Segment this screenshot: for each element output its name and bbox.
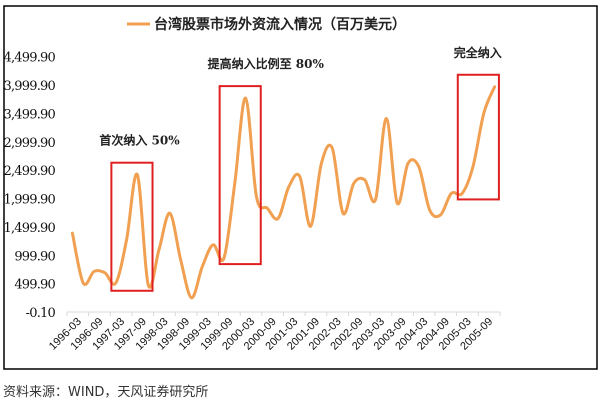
y-tick-label: 3,499.90 xyxy=(4,107,56,122)
source-note: 资料来源：WIND，天风证券研究所 xyxy=(3,385,209,400)
annotation-label: 提高纳入比例至 80% xyxy=(208,56,325,71)
y-tick-label: 499.90 xyxy=(14,278,55,293)
y-tick-label: 1,999.90 xyxy=(4,193,56,208)
y-tick-label: 3,999.90 xyxy=(4,79,56,94)
y-tick-label: 4,499.90 xyxy=(4,51,56,66)
annotation-box xyxy=(110,161,154,292)
annotation-label: 完全纳入 xyxy=(454,45,502,60)
y-tick-label: 2,499.90 xyxy=(4,164,56,179)
y-tick-label: 2,999.90 xyxy=(4,136,56,151)
y-tick-label: 999.90 xyxy=(14,249,55,264)
annotation-label: 首次纳入 50% xyxy=(99,133,180,148)
series-line xyxy=(70,85,497,300)
annotation-box xyxy=(456,73,500,201)
y-tick-label: -0.10 xyxy=(26,306,56,321)
annotation-box xyxy=(218,85,262,266)
chart-frame xyxy=(3,5,598,370)
y-tick-label: 1,499.90 xyxy=(4,221,56,236)
legend-label: 台湾股票市场外资流入情况（百万美元） xyxy=(154,16,406,33)
